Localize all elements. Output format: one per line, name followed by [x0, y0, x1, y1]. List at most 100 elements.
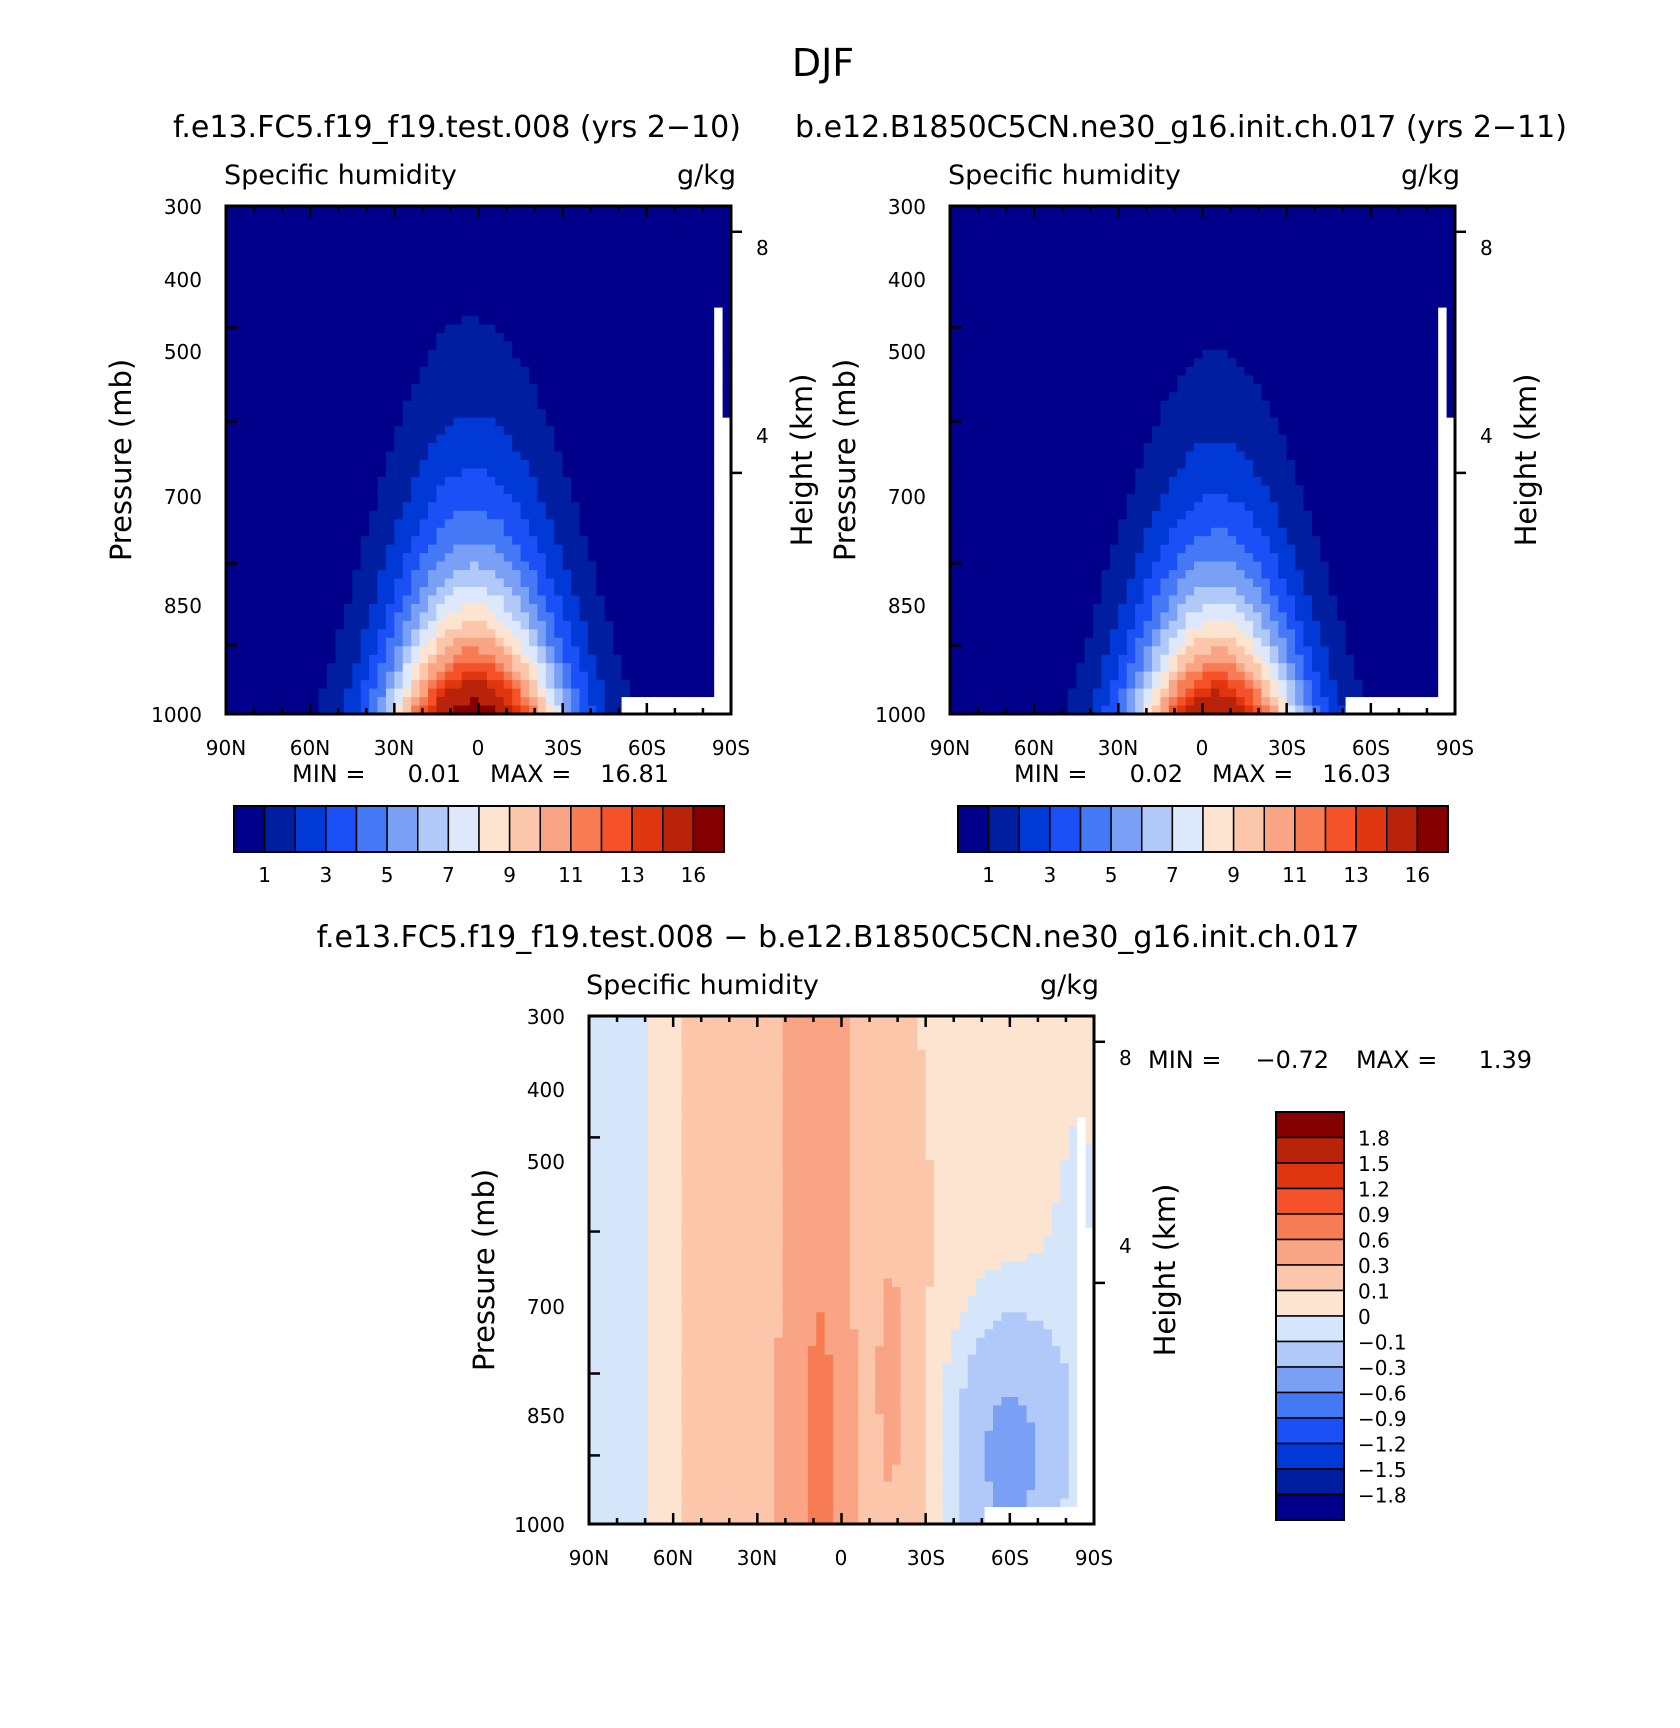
test-field-cell	[378, 680, 387, 689]
test-field-cell	[327, 672, 336, 681]
test-field-cell	[243, 223, 252, 232]
test-field-cell	[714, 621, 723, 630]
test-field-cell	[403, 646, 412, 655]
test-field-cell	[672, 308, 681, 317]
test-field-cell	[487, 494, 496, 503]
control-field-cell	[1127, 240, 1136, 249]
test-field-cell	[361, 231, 370, 240]
test-field-cell	[268, 341, 277, 350]
test-field-cell	[453, 680, 462, 689]
test-field-cell	[462, 248, 471, 257]
test-field-cell	[697, 536, 706, 545]
control-field-cell	[1371, 282, 1380, 291]
test-field-cell	[546, 223, 555, 232]
test-field-cell	[386, 502, 395, 511]
control-field-cell	[1118, 325, 1127, 334]
control-field-cell	[967, 375, 976, 384]
test-field-cell	[445, 308, 454, 317]
test-field-cell	[251, 401, 260, 410]
control-field-cell	[1371, 240, 1380, 249]
control-field-cell	[1034, 325, 1043, 334]
test-field-cell	[689, 672, 698, 681]
test-field-cell	[251, 646, 260, 655]
test-field-cell	[445, 519, 454, 528]
control-field-cell	[1211, 231, 1220, 240]
test-field-cell	[369, 282, 378, 291]
test-field-cell	[243, 672, 252, 681]
test-field-cell	[571, 502, 580, 511]
test-field-cell	[689, 646, 698, 655]
test-field-cell	[285, 248, 294, 257]
test-x-tick-label: 60N	[290, 736, 330, 760]
control-field-cell	[1312, 282, 1321, 291]
control-field-cell	[1236, 214, 1245, 223]
test-field-cell	[361, 663, 370, 672]
test-colorbar-box	[234, 806, 265, 852]
control-field-cell	[1059, 350, 1068, 359]
test-field-cell	[554, 299, 563, 308]
control-field-cell	[1194, 240, 1203, 249]
control-field-cell	[1017, 308, 1026, 317]
test-field-cell	[554, 257, 563, 266]
control-field-cell	[1278, 375, 1287, 384]
test-field-cell	[428, 646, 437, 655]
test-field-cell	[378, 240, 387, 249]
control-field-cell	[1076, 375, 1085, 384]
test-field-cell	[428, 595, 437, 604]
test-field-cell	[234, 299, 243, 308]
test-field-cell	[706, 452, 715, 461]
test-field-cell	[647, 468, 656, 477]
control-field-cell	[1068, 282, 1077, 291]
test-field-cell	[462, 655, 471, 664]
test-field-cell	[672, 341, 681, 350]
test-field-cell	[714, 519, 723, 528]
control-field-cell	[1026, 223, 1035, 232]
test-field-cell	[403, 265, 412, 274]
test-field-cell	[613, 477, 622, 486]
test-x-tick-label: 90N	[206, 736, 246, 760]
test-field-cell	[529, 265, 538, 274]
test-field-cell	[638, 341, 647, 350]
test-field-cell	[386, 536, 395, 545]
test-field-cell	[563, 358, 572, 367]
test-field-cell	[681, 223, 690, 232]
test-field-cell	[622, 680, 631, 689]
test-field-cell	[293, 248, 302, 257]
test-field-cell	[521, 257, 530, 266]
test-field-cell	[647, 604, 656, 613]
test-field-cell	[445, 248, 454, 257]
test-field-cell	[234, 274, 243, 283]
control-field-cell	[1211, 358, 1220, 367]
test-field-cell	[394, 452, 403, 461]
test-field-cell	[344, 587, 353, 596]
control-field-cell	[1043, 299, 1052, 308]
test-field-cell	[596, 689, 605, 698]
test-field-cell	[428, 689, 437, 698]
test-field-cell	[352, 587, 361, 596]
test-field-cell	[706, 477, 715, 486]
control-field-cell	[1001, 299, 1010, 308]
test-field-cell	[403, 689, 412, 698]
test-field-cell	[588, 367, 597, 376]
test-field-cell	[369, 485, 378, 494]
control-field-cell	[1430, 308, 1439, 317]
test-field-cell	[613, 452, 622, 461]
control-field-cell	[1110, 350, 1119, 359]
test-field-cell	[285, 680, 294, 689]
control-field-cell	[1211, 384, 1220, 393]
test-field-cell	[344, 511, 353, 520]
test-field-cell	[529, 579, 538, 588]
test-field-cell	[664, 519, 673, 528]
test-field-cell	[445, 655, 454, 664]
control-field-cell	[1379, 341, 1388, 350]
test-field-cell	[302, 392, 311, 401]
test-field-cell	[638, 595, 647, 604]
test-x-tick-label: 30N	[374, 736, 414, 760]
test-field-cell	[277, 341, 286, 350]
test-field-cell	[504, 248, 513, 257]
test-field-cell	[394, 418, 403, 427]
test-field-cell	[479, 350, 488, 359]
control-field-cell	[958, 308, 967, 317]
control-field-cell	[1379, 223, 1388, 232]
test-field-cell	[277, 663, 286, 672]
